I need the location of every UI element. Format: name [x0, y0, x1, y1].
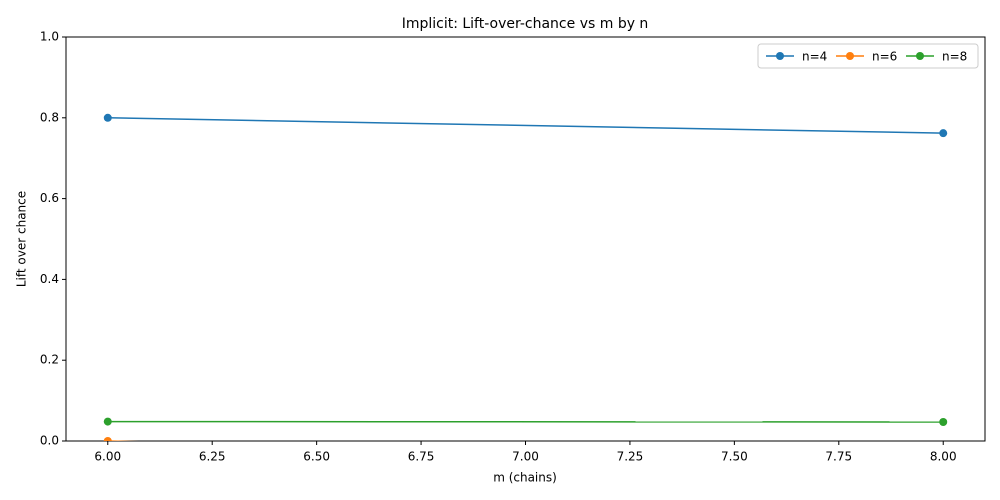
data-point [103, 113, 112, 122]
y-tick-label: 0.6 [40, 191, 59, 205]
x-tick-label: 7.00 [512, 450, 539, 464]
x-tick-label: 8.00 [930, 450, 957, 464]
x-tick-label: 6.75 [408, 450, 435, 464]
y-tick-label: 0.8 [40, 110, 59, 124]
legend-label: n=6 [872, 50, 897, 64]
legend-label: n=4 [802, 50, 827, 64]
plot-frame [65, 36, 986, 442]
y-axis-label: Lift over chance [15, 191, 29, 287]
data-point [939, 129, 948, 138]
plot-area [103, 113, 948, 441]
x-tick-label: 7.75 [825, 450, 852, 464]
x-tick-label: 6.00 [94, 450, 121, 464]
series-line [107, 117, 944, 134]
y-tick-label: 0.2 [40, 353, 59, 367]
data-point [103, 417, 112, 426]
data-point [103, 437, 112, 441]
x-tick-label: 6.25 [199, 450, 226, 464]
chart-title: Implicit: Lift-over-chance vs m by n [402, 16, 649, 32]
y-tick-label: 1.0 [40, 30, 59, 44]
x-tick-label: 7.25 [617, 450, 644, 464]
legend-marker [846, 52, 854, 60]
y-tick-label: 0.4 [40, 272, 59, 286]
legend-marker [916, 52, 924, 60]
x-axis-label: m (chains) [493, 471, 557, 485]
x-tick-label: 7.50 [721, 450, 748, 464]
legend-box [757, 43, 979, 69]
data-point [939, 418, 948, 427]
legend-marker [776, 52, 784, 60]
x-tick-label: 6.50 [303, 450, 330, 464]
legend-label: n=8 [942, 50, 967, 64]
y-tick-label: 0.0 [40, 434, 59, 448]
